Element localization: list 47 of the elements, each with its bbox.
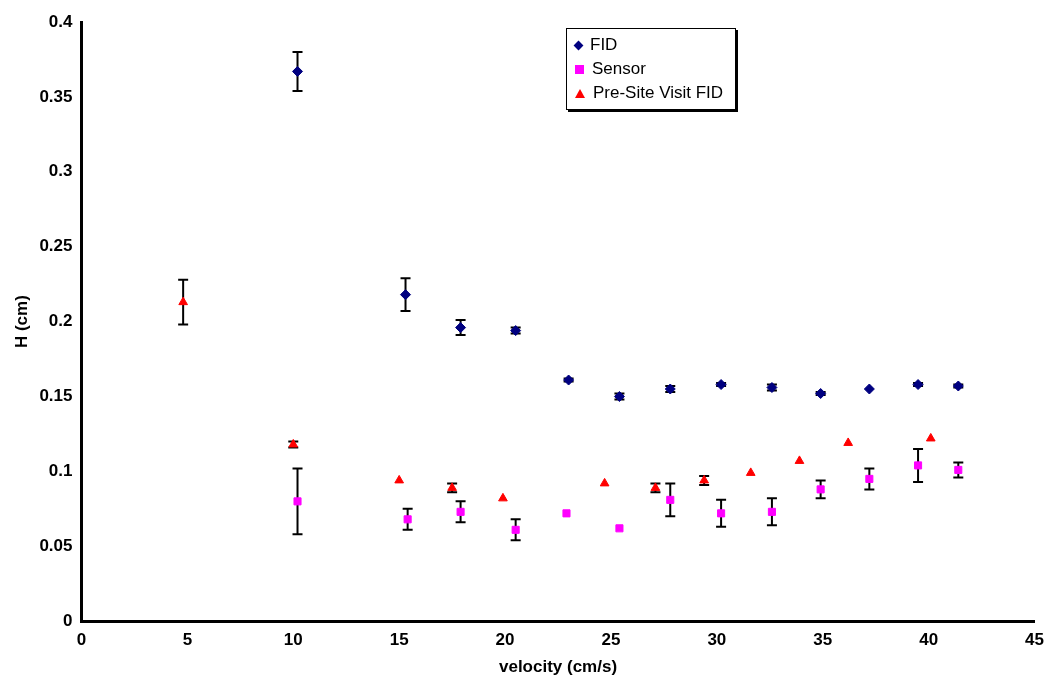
y-tick-label: 0.1 <box>48 461 73 481</box>
x-tick-label: 5 <box>182 630 193 650</box>
point <box>666 495 675 504</box>
point <box>394 474 404 484</box>
y-axis-title: H (cm) <box>11 295 31 349</box>
y-tick-label: 0.3 <box>48 161 73 181</box>
point <box>403 515 412 524</box>
legend-label: Pre-Site Visit FID <box>593 83 724 103</box>
point <box>865 474 874 483</box>
x-tick-label: 25 <box>601 630 621 650</box>
point <box>615 524 624 533</box>
point <box>400 289 412 301</box>
point <box>599 477 610 487</box>
point <box>767 507 776 516</box>
x-tick-label: 15 <box>389 630 409 650</box>
point <box>717 509 726 518</box>
point <box>498 492 508 502</box>
point <box>456 507 465 516</box>
point <box>914 461 923 470</box>
legend-label: Sensor <box>592 59 646 79</box>
y-tick-label: 0.35 <box>39 86 73 106</box>
legend-label: FID <box>590 35 618 55</box>
point <box>178 296 188 306</box>
point <box>816 485 825 494</box>
point <box>794 455 805 464</box>
point <box>562 509 571 518</box>
y-tick-label: 0.05 <box>39 535 73 555</box>
point <box>863 383 875 395</box>
point <box>293 497 302 506</box>
x-tick-label: 35 <box>813 630 833 650</box>
x-tick-label: 45 <box>1025 630 1045 650</box>
x-axis-title: velocity (cm/s) <box>498 657 618 677</box>
point <box>292 65 304 77</box>
x-tick-label: 20 <box>495 630 515 650</box>
point <box>745 467 756 476</box>
point <box>843 437 853 446</box>
x-tick-label: 40 <box>919 630 939 650</box>
y-tick-label: 0.2 <box>48 311 73 331</box>
x-tick-label: 30 <box>707 630 727 650</box>
y-tick-label: 0.4 <box>48 11 74 31</box>
x-tick-label: 10 <box>283 630 303 650</box>
point <box>925 432 936 442</box>
y-tick-label: 0 <box>63 610 73 630</box>
y-tick-label: 0.25 <box>39 236 73 256</box>
y-tick-label: 0.15 <box>39 386 73 406</box>
x-tick-label: 0 <box>76 630 87 650</box>
point <box>511 525 520 534</box>
